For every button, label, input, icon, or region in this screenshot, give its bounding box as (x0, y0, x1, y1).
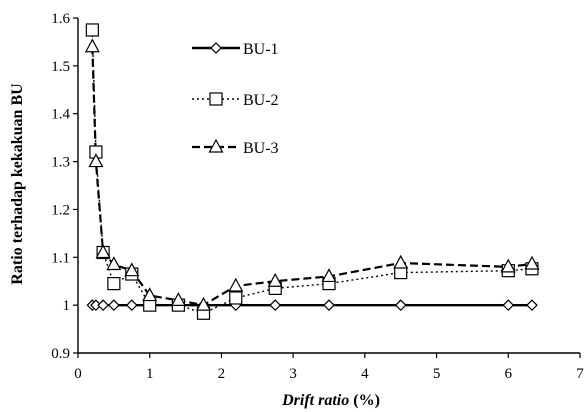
data-point-bu-3 (393, 254, 409, 269)
data-point-bu-3 (106, 256, 122, 271)
data-point-bu-1 (502, 299, 515, 311)
legend-label-bu-2: BU-2 (243, 92, 279, 109)
legend-marker-bu-2 (209, 92, 223, 106)
y-tick-label: 1.2 (51, 202, 70, 218)
y-tick-label: 0.9 (51, 346, 70, 362)
data-point-bu-1 (526, 299, 538, 311)
data-point-bu-3 (170, 292, 186, 306)
data-point-bu-3 (524, 255, 540, 270)
data-point-bu-3 (267, 272, 283, 287)
data-point-bu-1 (394, 299, 407, 311)
data-point-bu-3 (95, 244, 111, 259)
x-axis-title-suffix: (%) (349, 392, 380, 409)
data-point-bu-1 (97, 299, 109, 311)
x-tick-label: 3 (289, 366, 297, 382)
y-tick-label: 1.5 (51, 59, 70, 75)
data-point-bu-3 (195, 296, 212, 311)
y-tick-label: 1.1 (51, 250, 70, 266)
legend-marker-bu-1 (210, 42, 222, 54)
data-point-bu-2 (107, 277, 121, 291)
axes: 0.9 1 1.1 1.2 1.3 1.4 1.5 1.6 0 1 2 3 4 5 6 7 (51, 11, 584, 382)
series-line-bu-3 (91, 46, 533, 307)
data-point-bu-1 (269, 299, 282, 311)
legend: BU-1 BU-2 BU-3 (192, 41, 279, 157)
x-tick-label: 0 (74, 366, 82, 382)
x-tick-label: 6 (505, 366, 513, 382)
y-tick-label: 1.6 (51, 11, 70, 27)
data-point-bu-3 (142, 287, 158, 302)
data-point-bu-2 (229, 291, 243, 305)
y-tick-label: 1.4 (51, 107, 70, 123)
x-tick-label: 4 (361, 366, 369, 382)
series-line-bu-2 (91, 29, 533, 315)
x-tick-label: 1 (146, 366, 154, 382)
data-point-bu-2 (85, 23, 99, 37)
y-tick-label: 1 (63, 298, 71, 314)
x-tick-label: 5 (433, 366, 441, 382)
data-point-bu-3 (228, 277, 244, 292)
x-axis-title: Drift ratio (%) (281, 392, 380, 409)
x-tick-label: 2 (218, 366, 226, 382)
data-point-bu-3 (500, 258, 516, 273)
x-tick-label: 7 (576, 366, 584, 382)
y-axis-title: Ratio terhadap kekakuan BU (9, 83, 26, 285)
data-point-bu-1 (323, 299, 335, 311)
plot-area (84, 23, 540, 320)
data-point-bu-3 (88, 153, 104, 168)
data-point-bu-3 (124, 262, 140, 277)
x-axis-title-italic: Drift ratio (281, 392, 349, 409)
legend-marker-bu-3 (208, 138, 224, 153)
data-point-bu-1 (108, 299, 120, 311)
legend-label-bu-3: BU-3 (243, 140, 279, 157)
data-point-bu-3 (321, 268, 337, 283)
data-point-bu-1 (125, 299, 138, 311)
y-tick-label: 1.3 (51, 155, 70, 171)
data-point-bu-3 (84, 38, 100, 53)
legend-label-bu-1: BU-1 (243, 41, 279, 58)
